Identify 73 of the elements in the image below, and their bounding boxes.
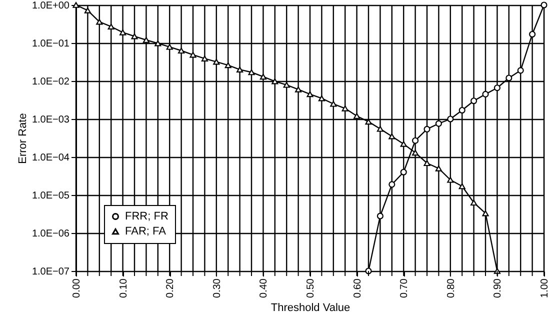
point xyxy=(435,166,442,172)
point xyxy=(482,210,489,216)
point xyxy=(458,106,466,114)
point xyxy=(283,82,290,88)
y-axis-title: Error Rate xyxy=(16,113,29,164)
point xyxy=(470,200,478,206)
point xyxy=(400,141,407,147)
point xyxy=(494,268,500,274)
y-tick-label: 1.0E+00 xyxy=(32,0,70,12)
point xyxy=(540,2,548,8)
point xyxy=(424,126,430,132)
point xyxy=(131,33,138,40)
y-tick-label: 1.0E−02 xyxy=(32,76,70,88)
point xyxy=(190,52,196,58)
point xyxy=(318,95,325,102)
point xyxy=(447,176,454,183)
point xyxy=(412,137,419,144)
point xyxy=(96,18,103,25)
x-tick-label: 0.40 xyxy=(258,278,270,298)
point xyxy=(154,40,162,46)
point xyxy=(506,74,512,82)
y-tick-label: 1.0E−01 xyxy=(32,38,70,50)
x-tick-label: 0.10 xyxy=(118,278,130,298)
point xyxy=(260,74,266,80)
point xyxy=(178,48,185,54)
point xyxy=(354,113,360,119)
point xyxy=(306,91,314,98)
x-tick-label: 0.70 xyxy=(399,278,410,298)
x-tick-label: 0.00 xyxy=(72,278,82,298)
x-tick-label: 0.60 xyxy=(352,278,364,298)
point xyxy=(482,90,489,98)
point xyxy=(236,66,244,72)
point xyxy=(224,62,232,68)
point xyxy=(388,133,396,140)
x-tick-label: 0.20 xyxy=(165,278,176,298)
legend-label: FRR; FR xyxy=(125,210,168,222)
x-tick-label: 1.00 xyxy=(540,278,550,298)
point xyxy=(424,160,430,166)
x-tick-label: 0.50 xyxy=(306,278,316,298)
y-tick-label: 1.0E−07 xyxy=(32,266,70,278)
point xyxy=(330,100,337,107)
point xyxy=(213,58,220,65)
point xyxy=(166,44,173,50)
point xyxy=(84,8,91,14)
point xyxy=(120,29,126,36)
point xyxy=(108,24,114,30)
y-tick-label: 1.0E−05 xyxy=(32,190,70,202)
point xyxy=(494,84,500,92)
point xyxy=(517,67,524,74)
point xyxy=(295,86,302,92)
y-tick-label: 1.0E−06 xyxy=(32,228,70,240)
point xyxy=(458,183,466,190)
point xyxy=(529,30,536,38)
y-tick-label: 1.0E−04 xyxy=(32,152,70,164)
point xyxy=(142,37,150,43)
point xyxy=(400,168,407,176)
point xyxy=(201,56,208,62)
point xyxy=(376,212,384,220)
point xyxy=(435,120,442,127)
point xyxy=(388,181,396,188)
legend-label: FAR; FA xyxy=(125,226,167,238)
point xyxy=(470,98,478,104)
point xyxy=(272,78,278,84)
point xyxy=(447,116,454,122)
point xyxy=(342,105,348,112)
x-tick-label: 0.30 xyxy=(212,278,223,298)
x-tick-label: 0.90 xyxy=(492,278,504,298)
y-tick-label: 1.0E−03 xyxy=(32,114,70,126)
x-tick-label: 0.80 xyxy=(446,278,457,298)
point xyxy=(376,126,384,132)
x-axis-title: Threshold Value xyxy=(270,302,350,314)
point xyxy=(248,69,255,76)
point xyxy=(412,150,419,156)
